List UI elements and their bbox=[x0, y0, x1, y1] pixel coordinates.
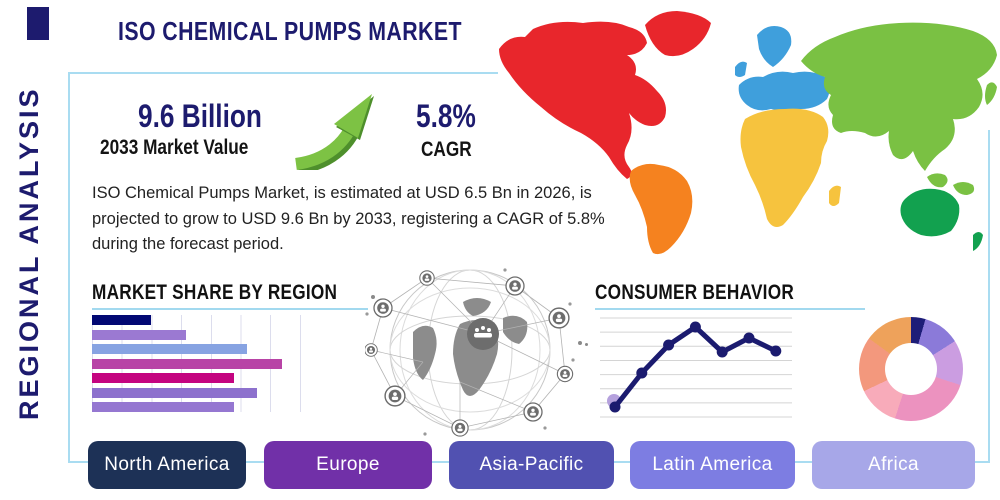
brand-mark bbox=[27, 7, 49, 40]
map-se-asia-2 bbox=[953, 182, 975, 195]
map-japan bbox=[985, 82, 997, 105]
region-button-africa[interactable]: Africa bbox=[812, 441, 975, 489]
consumer-behavior-section-header: CONSUMER BEHAVIOR bbox=[595, 281, 865, 310]
map-north-america bbox=[499, 21, 666, 179]
frame-top-line bbox=[68, 72, 498, 74]
bar-4 bbox=[92, 373, 235, 383]
market-value-number: 9.6 Billion bbox=[138, 98, 262, 134]
world-map bbox=[499, 11, 997, 255]
map-europe-uk bbox=[735, 61, 747, 77]
market-value-caption: 2033 Market Value bbox=[100, 136, 249, 159]
cagr-number: 5.8% bbox=[416, 98, 476, 134]
growth-arrow-icon bbox=[294, 94, 374, 170]
bar-6 bbox=[92, 402, 235, 412]
bar-3 bbox=[92, 358, 283, 369]
map-europe-mainland bbox=[738, 71, 830, 111]
connector-dot bbox=[578, 341, 582, 345]
consumer-behavior-underline bbox=[595, 308, 865, 310]
region-button-north-america[interactable]: North America bbox=[88, 441, 246, 489]
connector-dot bbox=[371, 295, 375, 299]
region-button-latin-america[interactable]: Latin America bbox=[630, 441, 795, 489]
bar-1 bbox=[92, 329, 187, 340]
map-south-america bbox=[629, 163, 693, 255]
map-madagascar bbox=[829, 185, 841, 206]
cagr-caption: CAGR bbox=[421, 138, 472, 161]
map-europe-scandinavia bbox=[757, 26, 792, 67]
market-share-underline bbox=[92, 308, 368, 310]
market-share-section-header: MARKET SHARE BY REGION bbox=[92, 281, 368, 310]
bar-5 bbox=[92, 387, 258, 398]
bar-2 bbox=[92, 344, 247, 354]
map-se-asia-1 bbox=[927, 173, 948, 188]
bar-0 bbox=[92, 315, 151, 325]
map-africa bbox=[740, 108, 829, 227]
frame-right-line bbox=[988, 130, 990, 463]
map-new-zealand bbox=[973, 232, 983, 251]
region-button-europe[interactable]: Europe bbox=[264, 441, 432, 489]
map-asia bbox=[801, 22, 997, 171]
regional-share-donut-chart bbox=[859, 317, 963, 421]
consumer-behavior-line-chart bbox=[600, 317, 792, 418]
connector-dot bbox=[585, 343, 588, 346]
frame-left-line bbox=[68, 72, 70, 463]
consumer-behavior-title: CONSUMER BEHAVIOR bbox=[595, 281, 795, 304]
region-button-asia-pacific[interactable]: Asia-Pacific bbox=[449, 441, 614, 489]
market-description: ISO Chemical Pumps Market, is estimated … bbox=[92, 184, 605, 254]
side-label-regional-analysis: REGIONAL ANALYSIS bbox=[14, 86, 44, 420]
globe-network-graphic bbox=[365, 268, 575, 437]
market-share-bar-chart bbox=[92, 315, 301, 412]
page-title: ISO CHEMICAL PUMPS MARKET bbox=[118, 16, 462, 46]
market-share-title: MARKET SHARE BY REGION bbox=[92, 281, 338, 304]
map-australia bbox=[900, 188, 960, 237]
map-greenland bbox=[645, 11, 711, 57]
